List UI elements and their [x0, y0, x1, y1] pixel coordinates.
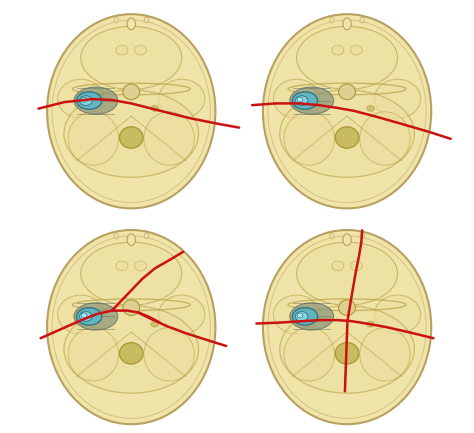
Ellipse shape [338, 84, 356, 100]
Ellipse shape [330, 233, 334, 239]
Ellipse shape [332, 261, 344, 271]
Ellipse shape [338, 300, 356, 316]
Ellipse shape [119, 127, 143, 148]
Ellipse shape [144, 233, 148, 239]
Ellipse shape [280, 90, 414, 178]
Ellipse shape [80, 96, 92, 106]
Ellipse shape [350, 261, 362, 271]
Ellipse shape [81, 26, 182, 90]
Ellipse shape [280, 306, 414, 393]
Ellipse shape [80, 312, 92, 321]
Ellipse shape [360, 328, 410, 381]
Ellipse shape [144, 17, 148, 23]
Ellipse shape [297, 26, 398, 90]
Ellipse shape [123, 84, 140, 100]
Ellipse shape [76, 308, 102, 325]
Ellipse shape [292, 308, 318, 325]
Ellipse shape [374, 295, 421, 334]
Ellipse shape [295, 312, 308, 321]
Ellipse shape [135, 261, 146, 271]
Ellipse shape [330, 17, 334, 23]
Ellipse shape [151, 321, 159, 327]
Ellipse shape [64, 306, 199, 393]
Ellipse shape [68, 328, 118, 381]
Ellipse shape [295, 96, 308, 106]
Ellipse shape [135, 45, 146, 55]
Ellipse shape [151, 106, 159, 111]
Ellipse shape [47, 230, 215, 424]
Ellipse shape [263, 230, 431, 424]
Ellipse shape [360, 233, 365, 239]
Ellipse shape [374, 79, 421, 118]
Ellipse shape [367, 321, 374, 327]
Ellipse shape [123, 300, 140, 316]
Ellipse shape [58, 295, 104, 334]
Ellipse shape [64, 90, 199, 178]
Ellipse shape [292, 92, 318, 110]
Ellipse shape [76, 92, 102, 110]
Ellipse shape [127, 18, 136, 30]
Ellipse shape [273, 79, 319, 118]
Ellipse shape [297, 97, 303, 102]
Ellipse shape [144, 328, 194, 381]
Ellipse shape [332, 45, 344, 55]
Ellipse shape [335, 127, 359, 148]
Ellipse shape [297, 313, 303, 318]
Ellipse shape [284, 328, 335, 381]
Ellipse shape [68, 112, 118, 165]
Ellipse shape [116, 45, 128, 55]
Ellipse shape [335, 343, 359, 364]
Ellipse shape [127, 234, 136, 246]
Ellipse shape [273, 295, 319, 334]
Ellipse shape [144, 112, 194, 165]
Ellipse shape [159, 79, 205, 118]
Ellipse shape [58, 79, 104, 118]
Ellipse shape [116, 261, 128, 271]
Ellipse shape [81, 313, 87, 318]
Ellipse shape [360, 17, 365, 23]
Ellipse shape [343, 18, 351, 30]
Ellipse shape [74, 87, 118, 114]
Ellipse shape [114, 233, 118, 239]
Ellipse shape [47, 14, 215, 208]
Ellipse shape [360, 112, 410, 165]
Ellipse shape [284, 112, 335, 165]
Ellipse shape [367, 106, 374, 111]
Ellipse shape [81, 242, 182, 305]
Ellipse shape [119, 343, 143, 364]
Ellipse shape [114, 17, 118, 23]
Ellipse shape [159, 295, 205, 334]
Ellipse shape [81, 97, 87, 102]
Ellipse shape [290, 87, 334, 114]
Ellipse shape [263, 14, 431, 208]
Ellipse shape [74, 303, 118, 330]
Ellipse shape [350, 45, 362, 55]
Ellipse shape [343, 234, 351, 246]
Ellipse shape [290, 303, 334, 330]
Ellipse shape [297, 242, 398, 305]
